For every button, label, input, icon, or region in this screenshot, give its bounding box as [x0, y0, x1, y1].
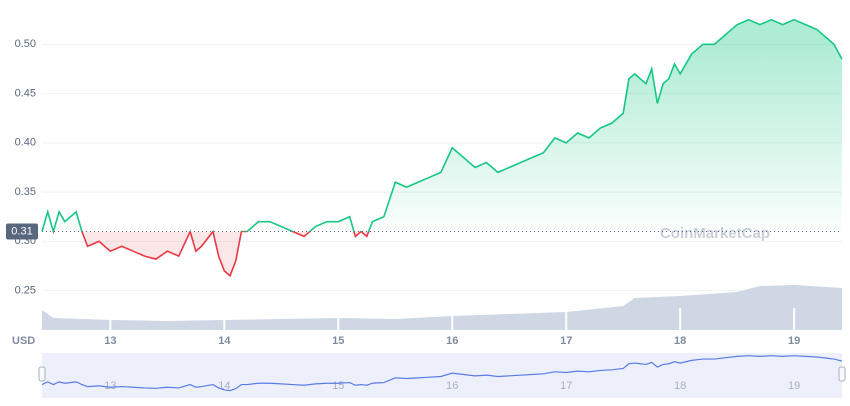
navigator-handle: [838, 366, 846, 382]
navigator-line: [41, 355, 843, 392]
navigator-tick-label: 16: [446, 380, 458, 392]
navigator-tick-label: 19: [788, 380, 800, 392]
baseline-label: 0.31: [11, 225, 32, 237]
y-tick-label: 0.45: [15, 87, 36, 99]
navigator-tick-label: 18: [674, 380, 686, 392]
x-tick-label: 13: [104, 335, 116, 347]
y-tick-label: 0.35: [15, 186, 36, 198]
price-line: [41, 18, 843, 278]
currency-label: USD: [12, 335, 35, 347]
x-tick-label: 19: [788, 335, 800, 347]
navigator-tick-label: 15: [332, 380, 344, 392]
volume-area: [42, 285, 842, 330]
navigator-handle: [38, 366, 46, 382]
navigator-tick-label: 17: [560, 380, 572, 392]
y-tick-label: 0.25: [15, 285, 36, 297]
baseline-label-bg: [6, 223, 38, 240]
x-tick-label: 14: [218, 335, 231, 347]
x-tick-label: 18: [674, 335, 686, 347]
navigator-tick-label: 13: [104, 380, 116, 392]
price-area: [42, 19, 842, 276]
x-tick-label: 16: [446, 335, 458, 347]
y-tick-label: 0.50: [15, 38, 36, 50]
y-tick-label: 0.40: [15, 137, 36, 149]
x-tick-label: 17: [560, 335, 572, 347]
navigator-bg: [42, 353, 842, 398]
x-tick-label: 15: [332, 335, 344, 347]
